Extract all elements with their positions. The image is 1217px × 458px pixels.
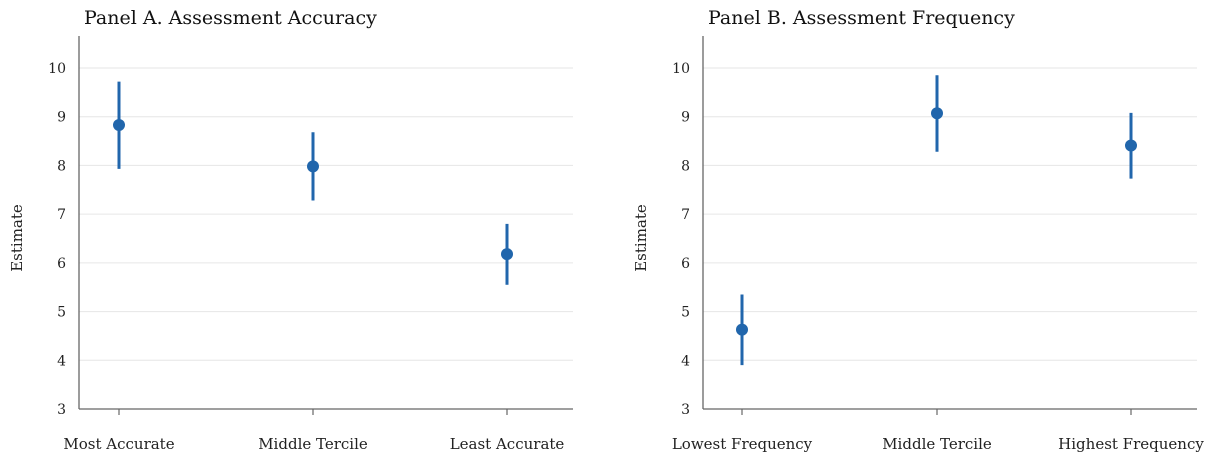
panel-a-y-tick-label: 9 <box>57 110 66 126</box>
panel-a-point-estimate <box>307 160 319 173</box>
panel-b-y-tick-label: 10 <box>672 61 690 77</box>
panel-a-y-axis-label: Estimate <box>8 204 26 272</box>
panel-a-point-estimate <box>501 248 513 261</box>
panel-a-y-tick-label: 8 <box>57 158 66 174</box>
panel-b-point-estimate <box>931 107 943 120</box>
panel-a-x-tick-label: Least Accurate <box>450 435 565 453</box>
panel-a: Panel A. Assessment Accuracy Estimate 3 4… <box>8 7 573 453</box>
panel-a-title: Panel A. Assessment Accuracy <box>84 7 377 29</box>
panel-b-x-tick-label: Highest Frequency <box>1058 435 1204 453</box>
panel-b-y-tick-label: 4 <box>681 353 690 369</box>
panel-b-y-tick-label: 3 <box>681 402 690 418</box>
panel-a-y-tick-label: 5 <box>57 305 66 321</box>
panel-a-x-tick-label: Middle Tercile <box>258 435 368 453</box>
panel-a-y-tick-label: 4 <box>57 353 66 369</box>
panel-a-y-tick-label: 7 <box>57 207 66 223</box>
panel-b-x-tick-label: Middle Tercile <box>882 435 992 453</box>
panel-a-y-tick-label: 6 <box>57 256 66 272</box>
panel-b-y-tick-label: 7 <box>681 207 690 223</box>
panel-b-x-tick-label: Lowest Frequency <box>672 435 813 453</box>
panel-a-x-tick-label: Most Accurate <box>63 435 174 453</box>
panel-a-y-tick-label: 10 <box>48 61 66 77</box>
panel-b-y-tick-label: 6 <box>681 256 690 272</box>
panel-b: Panel B. Assessment Frequency Estimate 3… <box>632 7 1204 453</box>
panel-a-point-estimate <box>113 118 125 131</box>
panel-a-y-tick-label: 3 <box>57 402 66 418</box>
panel-b-y-axis-label: Estimate <box>632 204 650 272</box>
panel-b-title: Panel B. Assessment Frequency <box>708 7 1015 29</box>
panel-b-point-estimate <box>1125 139 1137 152</box>
panel-b-point-estimate <box>736 323 748 336</box>
panel-b-y-tick-label: 9 <box>681 110 690 126</box>
panel-b-y-tick-label: 5 <box>681 305 690 321</box>
panel-b-y-tick-label: 8 <box>681 158 690 174</box>
